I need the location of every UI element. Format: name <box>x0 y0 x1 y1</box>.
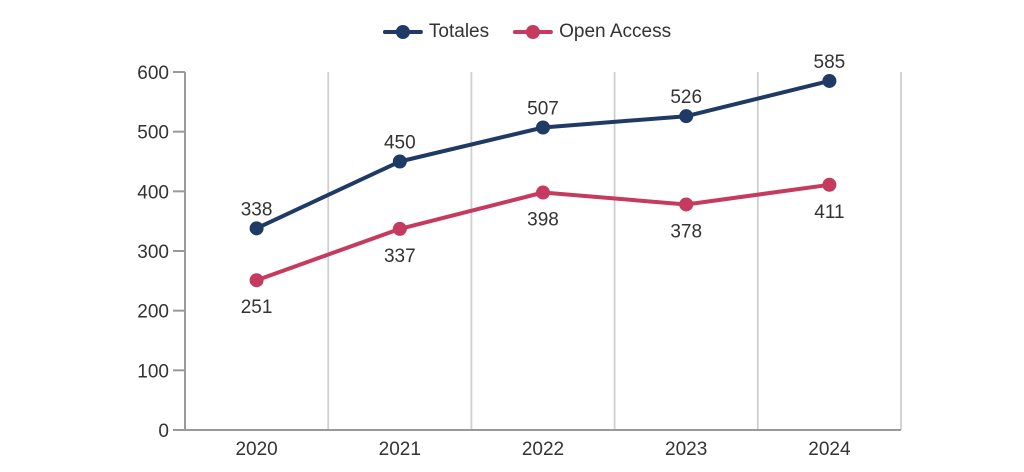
y-axis-tick-label: 200 <box>137 302 169 323</box>
data-label-open-access: 337 <box>384 246 416 267</box>
y-axis-tick-label: 100 <box>137 361 169 382</box>
data-point-open-access <box>822 177 837 192</box>
legend-line-marker-icon <box>513 24 554 39</box>
y-axis-tick-label: 600 <box>137 63 169 84</box>
data-point-open-access <box>392 221 407 236</box>
legend-label: Totales <box>428 21 490 42</box>
data-point-open-access <box>536 185 550 200</box>
data-label-open-access: 378 <box>670 221 702 242</box>
data-point-totales <box>392 154 407 169</box>
data-point-open-access <box>679 197 694 212</box>
y-axis-tick-label: 500 <box>137 123 169 144</box>
data-point-open-access <box>249 273 264 288</box>
y-axis-tick-label: 0 <box>158 421 169 442</box>
data-point-totales <box>679 109 694 124</box>
data-point-totales <box>822 73 837 88</box>
legend-line-marker-icon <box>382 24 423 39</box>
chart-legend: Totales Open Access <box>382 21 671 42</box>
data-label-totales: 585 <box>814 52 846 73</box>
legend-item-totales[interactable]: Totales <box>382 21 490 42</box>
x-axis-label: 2020 <box>235 439 277 460</box>
x-axis-label: 2024 <box>808 439 851 460</box>
y-axis-tick-label: 400 <box>137 182 169 203</box>
x-axis-label: 2023 <box>665 439 707 460</box>
data-point-totales <box>249 221 264 236</box>
x-axis-label: 2021 <box>379 439 421 460</box>
y-axis-tick-label: 300 <box>137 242 169 263</box>
data-point-totales <box>536 120 550 135</box>
data-label-open-access: 398 <box>527 210 559 231</box>
data-label-totales: 526 <box>670 87 702 108</box>
x-axis-label: 2022 <box>522 439 564 460</box>
data-label-open-access: 251 <box>241 297 273 318</box>
data-label-totales: 338 <box>241 199 273 220</box>
data-label-totales: 450 <box>384 133 416 154</box>
legend-item-open-access[interactable]: Open Access <box>513 22 671 41</box>
legend-label: Open Access <box>559 21 672 42</box>
data-label-open-access: 411 <box>814 202 844 223</box>
data-label-totales: 507 <box>527 98 559 119</box>
